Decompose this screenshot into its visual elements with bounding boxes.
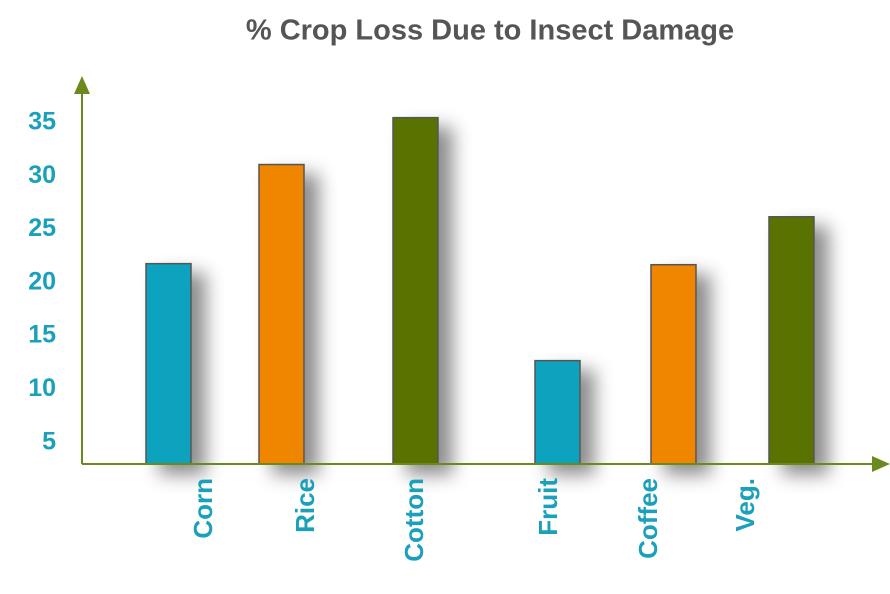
bar (768, 216, 815, 465)
bar (145, 262, 192, 465)
y-tick-label: 35 (28, 108, 56, 136)
y-tick-label: 25 (28, 214, 56, 242)
bar (650, 263, 697, 465)
y-tick-label: 5 (42, 427, 56, 455)
y-tick-label: 20 (28, 267, 56, 295)
y-tick-label: 15 (28, 321, 56, 349)
bar (392, 116, 439, 465)
x-tick-label: Coffee (633, 478, 663, 559)
y-tick-label: 30 (28, 161, 56, 189)
bar (258, 163, 305, 465)
x-tick-label: Corn (188, 478, 218, 539)
x-tick-label: Rice (290, 478, 320, 533)
x-tick-label: Fruit (533, 478, 563, 536)
chart-title: % Crop Loss Due to Insect Damage (246, 15, 734, 47)
bar (534, 359, 581, 465)
y-tick-label: 10 (28, 374, 56, 402)
x-tick-label: Cotton (399, 478, 429, 562)
x-tick-label: Veg. (730, 478, 760, 531)
